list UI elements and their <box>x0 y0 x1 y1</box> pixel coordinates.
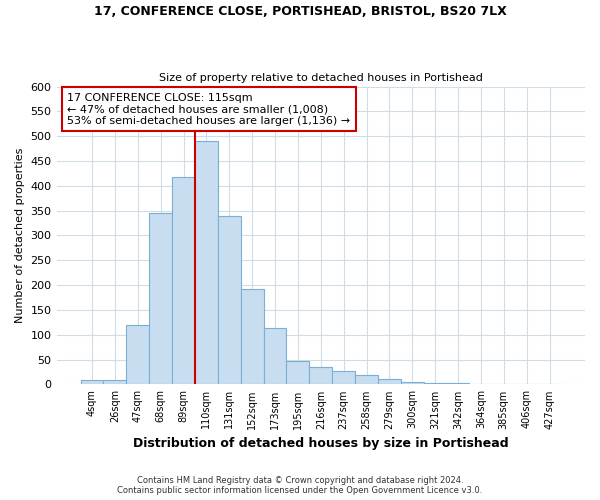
Bar <box>332 370 355 384</box>
Bar <box>355 375 378 384</box>
Bar <box>80 380 103 384</box>
Bar <box>218 216 241 384</box>
Bar <box>127 325 149 384</box>
Bar <box>263 328 286 384</box>
Bar <box>286 361 310 384</box>
X-axis label: Distribution of detached houses by size in Portishead: Distribution of detached houses by size … <box>133 437 509 450</box>
Text: 17, CONFERENCE CLOSE, PORTISHEAD, BRISTOL, BS20 7LX: 17, CONFERENCE CLOSE, PORTISHEAD, BRISTO… <box>94 5 506 18</box>
Bar <box>103 380 127 384</box>
Y-axis label: Number of detached properties: Number of detached properties <box>15 148 25 323</box>
Text: 17 CONFERENCE CLOSE: 115sqm
← 47% of detached houses are smaller (1,008)
53% of : 17 CONFERENCE CLOSE: 115sqm ← 47% of det… <box>67 92 350 126</box>
Bar <box>401 382 424 384</box>
Text: Contains HM Land Registry data © Crown copyright and database right 2024.
Contai: Contains HM Land Registry data © Crown c… <box>118 476 482 495</box>
Bar <box>172 177 195 384</box>
Bar <box>149 213 172 384</box>
Bar <box>310 367 332 384</box>
Bar <box>424 383 446 384</box>
Bar <box>378 380 401 384</box>
Bar <box>241 288 263 384</box>
Bar <box>195 141 218 384</box>
Title: Size of property relative to detached houses in Portishead: Size of property relative to detached ho… <box>159 73 483 83</box>
